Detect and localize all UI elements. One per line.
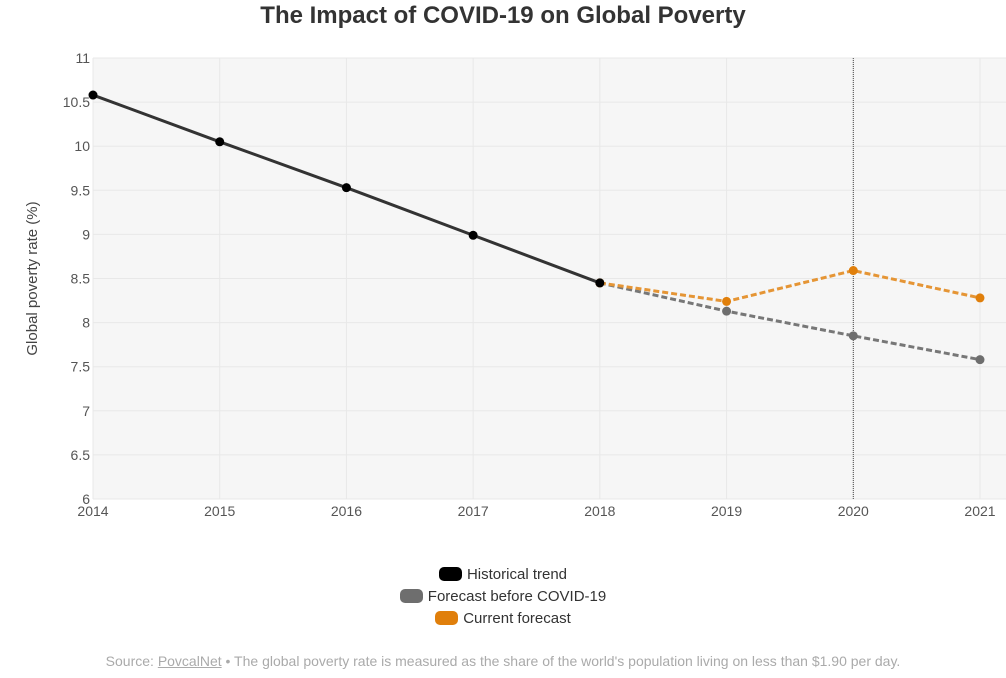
x-tick-label: 2014 bbox=[77, 503, 108, 519]
y-tick-label: 8.5 bbox=[71, 271, 91, 287]
footer-note: Source: PovcalNet • The global poverty r… bbox=[0, 653, 1006, 669]
x-tick-label: 2020 bbox=[838, 503, 869, 519]
legend-label: Forecast before COVID-19 bbox=[427, 587, 607, 605]
data-point bbox=[722, 296, 732, 306]
y-tick-label: 8 bbox=[82, 315, 90, 331]
legend-item-historical[interactable]: Historical trend bbox=[0, 563, 1006, 585]
y-tick-label: 6.5 bbox=[71, 447, 91, 463]
data-point bbox=[88, 90, 98, 100]
legend-label: Current forecast bbox=[463, 609, 571, 627]
y-tick-label: 7.5 bbox=[71, 359, 91, 375]
data-point bbox=[975, 293, 985, 303]
x-tick-label: 2019 bbox=[711, 503, 742, 519]
legend-swatch bbox=[435, 611, 459, 625]
legend-label: Historical trend bbox=[466, 565, 568, 583]
y-tick-label: 10 bbox=[74, 138, 90, 154]
chart-title: The Impact of COVID-19 on Global Poverty bbox=[260, 2, 746, 29]
series-line bbox=[599, 269, 981, 303]
x-tick-label: 2015 bbox=[204, 503, 235, 519]
data-point bbox=[341, 183, 351, 193]
x-tick-label: 2017 bbox=[458, 503, 489, 519]
y-axis-label: Global poverty rate (%) bbox=[24, 201, 41, 355]
data-point bbox=[215, 137, 225, 147]
legend-item-forecast-before[interactable]: Forecast before COVID-19 bbox=[0, 585, 1006, 607]
legend-swatch bbox=[399, 589, 423, 603]
data-point bbox=[848, 266, 858, 276]
x-tick-label: 2016 bbox=[331, 503, 362, 519]
footer-text: • The global poverty rate is measured as… bbox=[221, 653, 901, 669]
data-point bbox=[975, 355, 985, 365]
data-point bbox=[468, 230, 478, 240]
footer-prefix: Source: bbox=[105, 653, 158, 669]
x-tick-label: 2018 bbox=[584, 503, 615, 519]
legend-item-current[interactable]: Current forecast bbox=[0, 607, 1006, 629]
legend: Historical trend Forecast before COVID-1… bbox=[0, 563, 1006, 629]
y-tick-label: 6 bbox=[82, 491, 90, 507]
y-tick-label: 9.5 bbox=[71, 182, 91, 198]
y-tick-label: 11 bbox=[75, 50, 90, 66]
y-tick-label: 9 bbox=[82, 226, 90, 242]
data-point bbox=[595, 278, 605, 288]
data-point bbox=[848, 331, 858, 341]
y-tick-label: 10.5 bbox=[63, 94, 90, 110]
source-link[interactable]: PovcalNet bbox=[157, 653, 222, 669]
legend-swatch bbox=[438, 567, 462, 581]
x-tick-label: 2021 bbox=[964, 503, 995, 519]
data-point bbox=[722, 306, 732, 316]
line-chart: 6 6.5 7 7.5 8 8.5 9 9.5 10 10.5 11 2014 2015 2016 2017… bbox=[24, 50, 1006, 519]
y-tick-label: 7 bbox=[82, 403, 90, 419]
series-line bbox=[599, 281, 981, 362]
